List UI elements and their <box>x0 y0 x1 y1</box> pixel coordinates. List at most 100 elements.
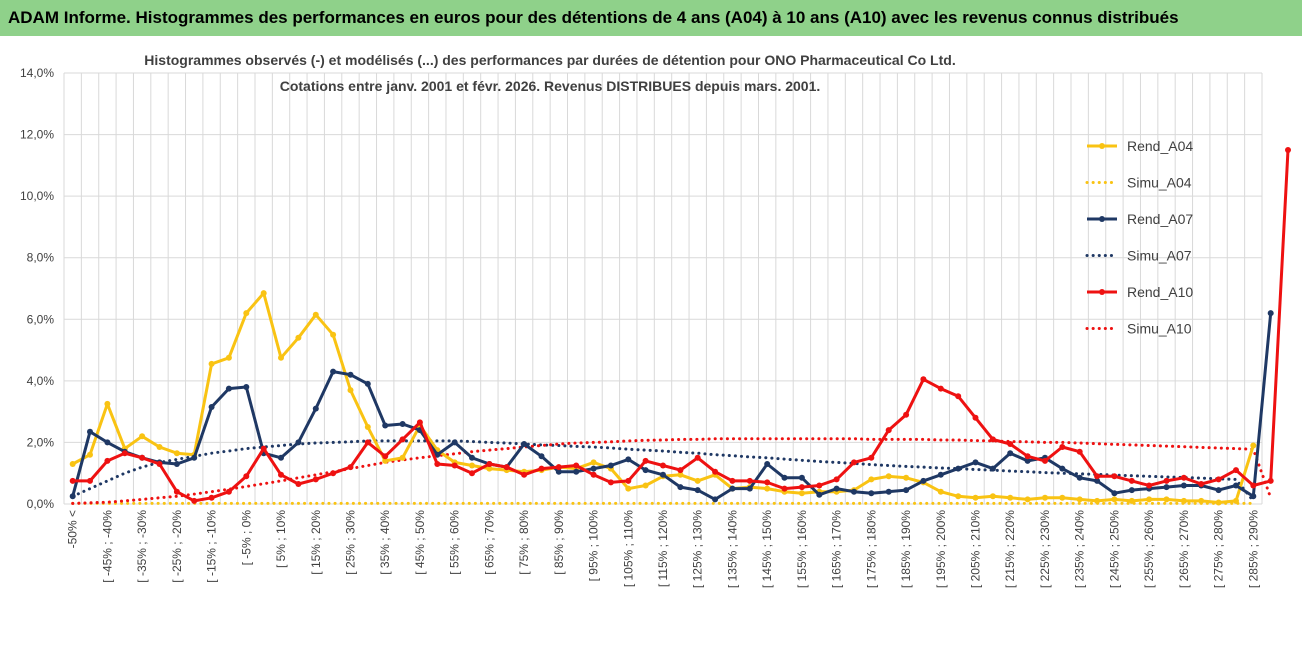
y-tick-label: 8,0% <box>27 251 55 265</box>
data-point-rend-a10 <box>191 497 198 504</box>
data-point-rend-a04 <box>139 433 146 440</box>
x-tick-label: [ 175% ; 180% <box>864 510 878 588</box>
data-point-rend-a07 <box>87 428 93 435</box>
data-point-rend-a10 <box>87 477 93 484</box>
x-tick-label: [ 265% ; 270% <box>1177 510 1191 588</box>
data-point-rend-a10 <box>885 427 892 434</box>
data-point-rend-a10 <box>364 439 371 446</box>
data-point-rend-a07 <box>989 465 996 472</box>
data-point-rend-a07 <box>434 451 441 458</box>
data-point-rend-a10 <box>937 385 944 392</box>
data-point-rend-a07 <box>833 485 840 492</box>
chart-subtitle: Cotations entre janv. 2001 et févr. 2026… <box>280 78 821 94</box>
data-point-rend-a10 <box>972 414 979 421</box>
data-point-rend-a10 <box>764 479 771 486</box>
data-point-rend-a04 <box>1198 497 1205 504</box>
data-point-rend-a10 <box>1180 474 1187 481</box>
data-point-rend-a04 <box>260 290 267 297</box>
data-point-rend-a07 <box>677 484 684 491</box>
data-point-rend-a10 <box>1059 444 1066 450</box>
data-point-rend-a04 <box>1111 496 1118 503</box>
data-point-rend-a04 <box>955 493 962 500</box>
data-point-rend-a10 <box>1198 481 1205 487</box>
x-tick-label: [ 165% ; 170% <box>830 510 844 588</box>
data-point-rend-a07 <box>347 371 354 378</box>
legend-label-simu-a07: Simu_A07 <box>1127 248 1192 264</box>
data-point-rend-a07 <box>712 496 719 503</box>
data-point-rend-a07 <box>1094 477 1101 484</box>
x-tick-label: [ 125% ; 130% <box>691 510 705 588</box>
legend-marker-rend-a07 <box>1099 216 1105 222</box>
x-tick-label: [ 5% ; 10% <box>274 510 288 568</box>
data-point-rend-a04 <box>1059 494 1066 501</box>
x-axis: -50% < [ -45% ; -40% [ -35% ; -30% [ -25% ;… <box>66 510 1261 588</box>
data-point-rend-a10 <box>625 477 632 484</box>
x-tick-label: [ 255% ; 260% <box>1142 510 1156 588</box>
data-point-rend-a04 <box>208 360 215 367</box>
chart-series <box>69 147 1291 506</box>
data-point-rend-a04 <box>364 424 371 430</box>
chart-grid <box>63 72 1263 505</box>
data-point-rend-a10 <box>1042 457 1048 464</box>
data-point-rend-a10 <box>1128 477 1135 484</box>
data-point-rend-a07 <box>885 488 892 495</box>
data-point-rend-a10 <box>660 462 666 469</box>
y-tick-label: 14,0% <box>20 66 54 80</box>
data-point-rend-a04 <box>1180 497 1187 504</box>
data-point-rend-a10 <box>1285 147 1291 153</box>
data-point-rend-a04 <box>885 473 892 480</box>
legend-marker-rend-a10 <box>1099 289 1105 295</box>
data-point-rend-a07 <box>573 468 580 475</box>
data-point-rend-a04 <box>1146 496 1153 503</box>
data-point-rend-a04 <box>590 459 597 466</box>
x-tick-label: [ 245% ; 250% <box>1107 510 1121 588</box>
data-point-rend-a10 <box>851 459 857 466</box>
performance-histogram-chart: 0,0% 2,0% 4,0% 6,0% 8,0% 10,0% 12,0% 14,0% -50%… <box>0 36 1302 647</box>
data-point-rend-a04 <box>972 494 979 501</box>
x-tick-label: [ 15% ; 20% <box>309 510 323 575</box>
x-tick-label: [ 235% ; 240% <box>1073 510 1087 588</box>
data-point-rend-a07 <box>382 422 389 429</box>
x-tick-label: [ 25% ; 30% <box>343 510 357 575</box>
x-tick-label: [ -25% ; -20% <box>170 510 184 583</box>
data-point-rend-a07 <box>1250 493 1257 500</box>
data-point-rend-a07 <box>1163 484 1170 491</box>
data-point-rend-a04 <box>625 485 632 492</box>
report-title: ADAM Informe. Histogrammes des performan… <box>8 8 1179 27</box>
y-tick-label: 2,0% <box>27 435 55 449</box>
data-point-rend-a04 <box>278 354 284 361</box>
data-point-rend-a07 <box>538 453 545 460</box>
data-point-rend-a10 <box>642 457 649 464</box>
x-tick-label: [ 275% ; 280% <box>1212 510 1226 588</box>
x-tick-label: [ 115% ; 120% <box>656 510 670 587</box>
data-point-rend-a04 <box>486 465 493 472</box>
data-point-rend-a07 <box>173 461 180 467</box>
legend-label-rend-a04: Rend_A04 <box>1127 138 1193 154</box>
x-tick-label: [ 205% ; 210% <box>969 510 983 588</box>
data-point-rend-a07 <box>1007 450 1014 457</box>
data-point-rend-a10 <box>278 471 284 478</box>
data-point-rend-a10 <box>69 477 76 484</box>
data-point-rend-a10 <box>607 479 614 486</box>
data-point-rend-a10 <box>746 477 753 484</box>
data-point-rend-a10 <box>156 461 163 467</box>
data-point-rend-a07 <box>69 493 76 500</box>
data-point-rend-a10 <box>555 464 562 471</box>
data-point-rend-a07 <box>104 439 111 446</box>
data-point-rend-a04 <box>764 485 771 492</box>
x-tick-label: [ -45% ; -40% <box>100 510 114 583</box>
data-point-rend-a10 <box>469 470 475 477</box>
chart-canvas: 0,0% 2,0% 4,0% 6,0% 8,0% 10,0% 12,0% 14,0% -50%… <box>0 36 1302 647</box>
x-tick-label: [ 225% ; 230% <box>1038 510 1052 588</box>
data-point-rend-a04 <box>469 462 475 469</box>
data-point-rend-a10 <box>712 468 719 475</box>
data-point-rend-a10 <box>1163 477 1170 484</box>
data-point-rend-a07 <box>781 474 788 481</box>
legend-marker-rend-a04 <box>1099 143 1105 149</box>
legend-label-simu-a04: Simu_A04 <box>1127 175 1192 191</box>
data-point-rend-a07 <box>278 454 284 461</box>
x-tick-label: [ 145% ; 150% <box>760 510 774 588</box>
y-tick-label: 4,0% <box>27 374 55 388</box>
data-point-rend-a07 <box>555 468 562 475</box>
data-point-rend-a07 <box>399 421 406 427</box>
